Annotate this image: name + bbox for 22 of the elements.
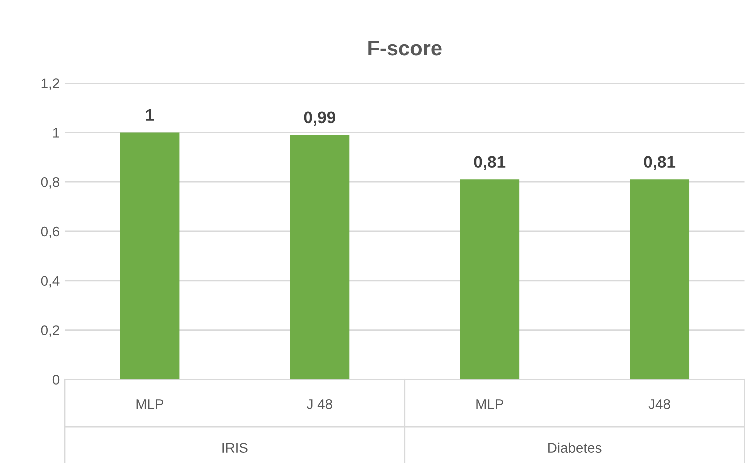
x-tick-label: J48 bbox=[648, 399, 670, 410]
y-tick-label: 1 bbox=[53, 128, 60, 138]
text: IRIS bbox=[222, 443, 248, 454]
data-label: 0,99 bbox=[304, 112, 336, 126]
data-label: 0,81 bbox=[644, 156, 676, 170]
x-tick-label: J 48 bbox=[306, 399, 332, 410]
data-label: 0,81 bbox=[474, 156, 506, 170]
bar bbox=[460, 180, 520, 380]
y-tick-label: 1,2 bbox=[42, 78, 60, 90]
bar bbox=[120, 132, 180, 380]
chart-title: F-score bbox=[368, 41, 442, 56]
text: Diabetes bbox=[548, 442, 602, 454]
data-label: 1 bbox=[146, 109, 154, 121]
y-tick-label: 0,2 bbox=[41, 326, 60, 338]
y-tick-label: 0,6 bbox=[41, 226, 60, 238]
y-tick-label: 0,8 bbox=[41, 177, 60, 189]
bar bbox=[630, 180, 690, 380]
x-tick-label: MLP bbox=[476, 400, 504, 410]
y-tick-label: 0 bbox=[52, 374, 60, 385]
bar bbox=[290, 135, 350, 380]
y-tick-label: 0,4 bbox=[41, 276, 60, 288]
x-tick-label: MLP bbox=[136, 400, 164, 410]
